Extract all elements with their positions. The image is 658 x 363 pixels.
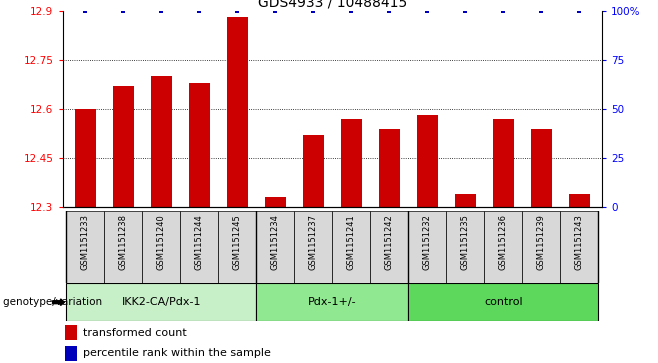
Text: IKK2-CA/Pdx-1: IKK2-CA/Pdx-1 xyxy=(122,297,201,307)
Bar xyxy=(379,129,400,207)
Bar xyxy=(341,119,362,207)
Point xyxy=(384,8,395,14)
Bar xyxy=(303,135,324,207)
Point xyxy=(80,8,91,14)
Bar xyxy=(522,211,560,283)
Bar xyxy=(332,211,370,283)
Text: GSM1151239: GSM1151239 xyxy=(537,214,545,270)
Point xyxy=(118,8,128,14)
Bar xyxy=(257,211,294,283)
Text: genotype/variation: genotype/variation xyxy=(3,297,106,307)
Bar xyxy=(189,83,210,207)
Point xyxy=(232,8,243,14)
Point xyxy=(498,8,509,14)
Bar xyxy=(408,283,598,321)
Text: GSM1151238: GSM1151238 xyxy=(119,214,128,270)
Bar xyxy=(65,346,77,361)
Bar xyxy=(65,325,77,340)
Bar xyxy=(569,194,590,207)
Bar xyxy=(218,211,257,283)
Point xyxy=(536,8,547,14)
Bar xyxy=(113,86,134,207)
Text: GSM1151233: GSM1151233 xyxy=(81,214,89,270)
Bar xyxy=(294,211,332,283)
Text: GSM1151242: GSM1151242 xyxy=(385,214,393,270)
Text: GSM1151245: GSM1151245 xyxy=(233,214,241,270)
Bar xyxy=(560,211,598,283)
Text: transformed count: transformed count xyxy=(83,327,187,338)
Text: control: control xyxy=(484,297,522,307)
Bar xyxy=(493,119,514,207)
Bar xyxy=(370,211,408,283)
Bar xyxy=(180,211,218,283)
Point xyxy=(460,8,470,14)
Bar xyxy=(142,211,180,283)
Point xyxy=(346,8,357,14)
Text: percentile rank within the sample: percentile rank within the sample xyxy=(83,348,271,358)
Point xyxy=(270,8,280,14)
Text: GSM1151237: GSM1151237 xyxy=(309,214,318,270)
Point xyxy=(156,8,166,14)
Bar xyxy=(265,197,286,207)
Bar xyxy=(455,194,476,207)
Point xyxy=(308,8,318,14)
Text: GSM1151235: GSM1151235 xyxy=(461,214,470,270)
Bar xyxy=(66,283,257,321)
Bar xyxy=(227,17,248,207)
Text: GSM1151236: GSM1151236 xyxy=(499,214,508,270)
Text: GSM1151240: GSM1151240 xyxy=(157,214,166,270)
Bar xyxy=(446,211,484,283)
Bar xyxy=(105,211,142,283)
Text: GSM1151241: GSM1151241 xyxy=(347,214,356,270)
Bar xyxy=(151,76,172,207)
Text: Pdx-1+/-: Pdx-1+/- xyxy=(308,297,357,307)
Title: GDS4933 / 10488415: GDS4933 / 10488415 xyxy=(258,0,407,10)
Text: GSM1151243: GSM1151243 xyxy=(575,214,584,270)
Text: GSM1151234: GSM1151234 xyxy=(271,214,280,270)
Bar xyxy=(75,109,96,207)
Bar xyxy=(417,115,438,207)
Text: GSM1151244: GSM1151244 xyxy=(195,214,204,270)
Bar xyxy=(66,211,105,283)
Bar xyxy=(484,211,522,283)
Point xyxy=(574,8,584,14)
Text: GSM1151232: GSM1151232 xyxy=(423,214,432,270)
Point xyxy=(422,8,432,14)
Bar xyxy=(531,129,551,207)
Bar xyxy=(408,211,446,283)
Bar xyxy=(257,283,408,321)
Point xyxy=(194,8,205,14)
